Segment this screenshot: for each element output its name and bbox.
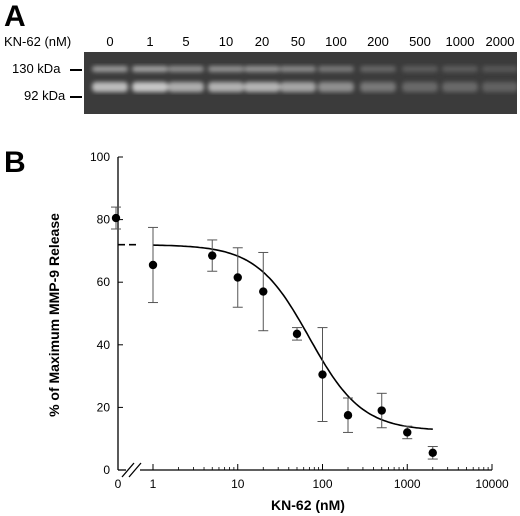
data-points-group — [111, 206, 438, 460]
gel-bands — [92, 66, 517, 92]
point-marker — [233, 273, 242, 282]
fit-curve-group — [118, 243, 433, 430]
x-tick-label-100: 100 — [312, 477, 332, 491]
axis-break-mark-2 — [128, 462, 142, 478]
panel-b-letter: B — [4, 146, 26, 179]
band-130kda-lane-2 — [168, 66, 204, 72]
x-tick-label-10000: 10000 — [475, 477, 509, 491]
lane-label-1000: 1000 — [445, 34, 475, 49]
band-130kda-lane-9 — [442, 66, 478, 72]
y-axis-label: % of Maximum MMP-9 Release — [46, 213, 62, 417]
point-marker — [428, 448, 437, 457]
x-tick-label-1000: 1000 — [394, 477, 421, 491]
band-92kda-lane-7 — [360, 82, 396, 92]
band-130kda-lane-10 — [482, 66, 517, 72]
lane-label-20: 20 — [254, 34, 270, 49]
data-point-6 — [317, 327, 328, 422]
band-92kda-lane-0 — [92, 82, 128, 92]
y-tick-label-40: 40 — [97, 338, 111, 352]
y-tick-label-60: 60 — [97, 275, 111, 289]
y-tick-label-100: 100 — [90, 150, 110, 164]
band-130kda-lane-6 — [318, 66, 354, 72]
band-130kda-lane-8 — [402, 66, 438, 72]
band-130kda-lane-0 — [92, 66, 128, 72]
marker-label-130: 130 kDa — [12, 61, 61, 76]
data-point-7 — [343, 397, 354, 433]
point-marker — [208, 251, 217, 260]
fit-curve — [152, 244, 433, 430]
lane-label-200: 200 — [367, 34, 389, 49]
point-marker — [343, 411, 353, 420]
band-92kda-lane-6 — [318, 82, 354, 92]
x-axis-label: KN-62 (nM) — [271, 497, 345, 513]
lane-label-1: 1 — [146, 34, 154, 49]
band-130kda-lane-7 — [360, 66, 396, 72]
data-point-2 — [207, 239, 218, 272]
data-point-4 — [258, 251, 269, 332]
x-tick-label-0: 0 — [115, 477, 122, 491]
data-point-9 — [402, 425, 413, 440]
lane-label-500: 500 — [409, 34, 431, 49]
lane-label-5: 5 — [182, 34, 190, 49]
point-marker — [148, 260, 158, 270]
data-point-0 — [111, 206, 121, 230]
band-130kda-lane-3 — [208, 66, 244, 72]
point-marker — [111, 213, 121, 223]
band-92kda-lane-1 — [132, 82, 168, 92]
axis-break-mark-1 — [121, 462, 135, 478]
band-92kda-lane-10 — [482, 82, 517, 92]
band-92kda-lane-8 — [402, 82, 438, 92]
data-point-3 — [232, 247, 243, 308]
point-marker — [403, 428, 412, 437]
y-tick-label-20: 20 — [97, 400, 111, 414]
gel-header-label: KN-62 (nM) — [4, 34, 72, 49]
y-tick-label-0: 0 — [103, 463, 110, 477]
point-marker — [377, 406, 386, 415]
point-marker — [292, 329, 302, 339]
band-92kda-lane-2 — [168, 82, 204, 92]
lane-label-2000: 2000 — [485, 34, 515, 49]
x-tick-label-1: 1 — [150, 477, 157, 491]
point-marker — [318, 370, 327, 379]
marker-tick-92 — [70, 96, 82, 98]
band-130kda-lane-1 — [132, 66, 168, 72]
band-130kda-lane-5 — [280, 66, 316, 72]
data-point-10 — [427, 446, 438, 460]
y-tick-label-80: 80 — [97, 213, 111, 227]
lane-label-100: 100 — [325, 34, 347, 49]
lane-label-50: 50 — [290, 34, 306, 49]
western-blot-gel — [84, 52, 517, 114]
band-92kda-lane-9 — [442, 82, 478, 92]
band-130kda-lane-4 — [244, 66, 280, 72]
panel-a-letter: A — [4, 0, 26, 33]
marker-tick-130 — [70, 69, 82, 71]
lane-label-10: 10 — [218, 34, 234, 49]
x-tick-label-10: 10 — [231, 477, 245, 491]
band-92kda-lane-3 — [208, 82, 244, 92]
marker-label-92: 92 kDa — [24, 88, 66, 103]
lane-label-0: 0 — [106, 34, 114, 49]
data-point-5 — [291, 327, 302, 341]
data-point-1 — [148, 226, 158, 304]
band-92kda-lane-5 — [280, 82, 316, 92]
band-92kda-lane-4 — [244, 82, 280, 92]
data-point-8 — [376, 392, 387, 429]
point-marker — [259, 287, 268, 296]
